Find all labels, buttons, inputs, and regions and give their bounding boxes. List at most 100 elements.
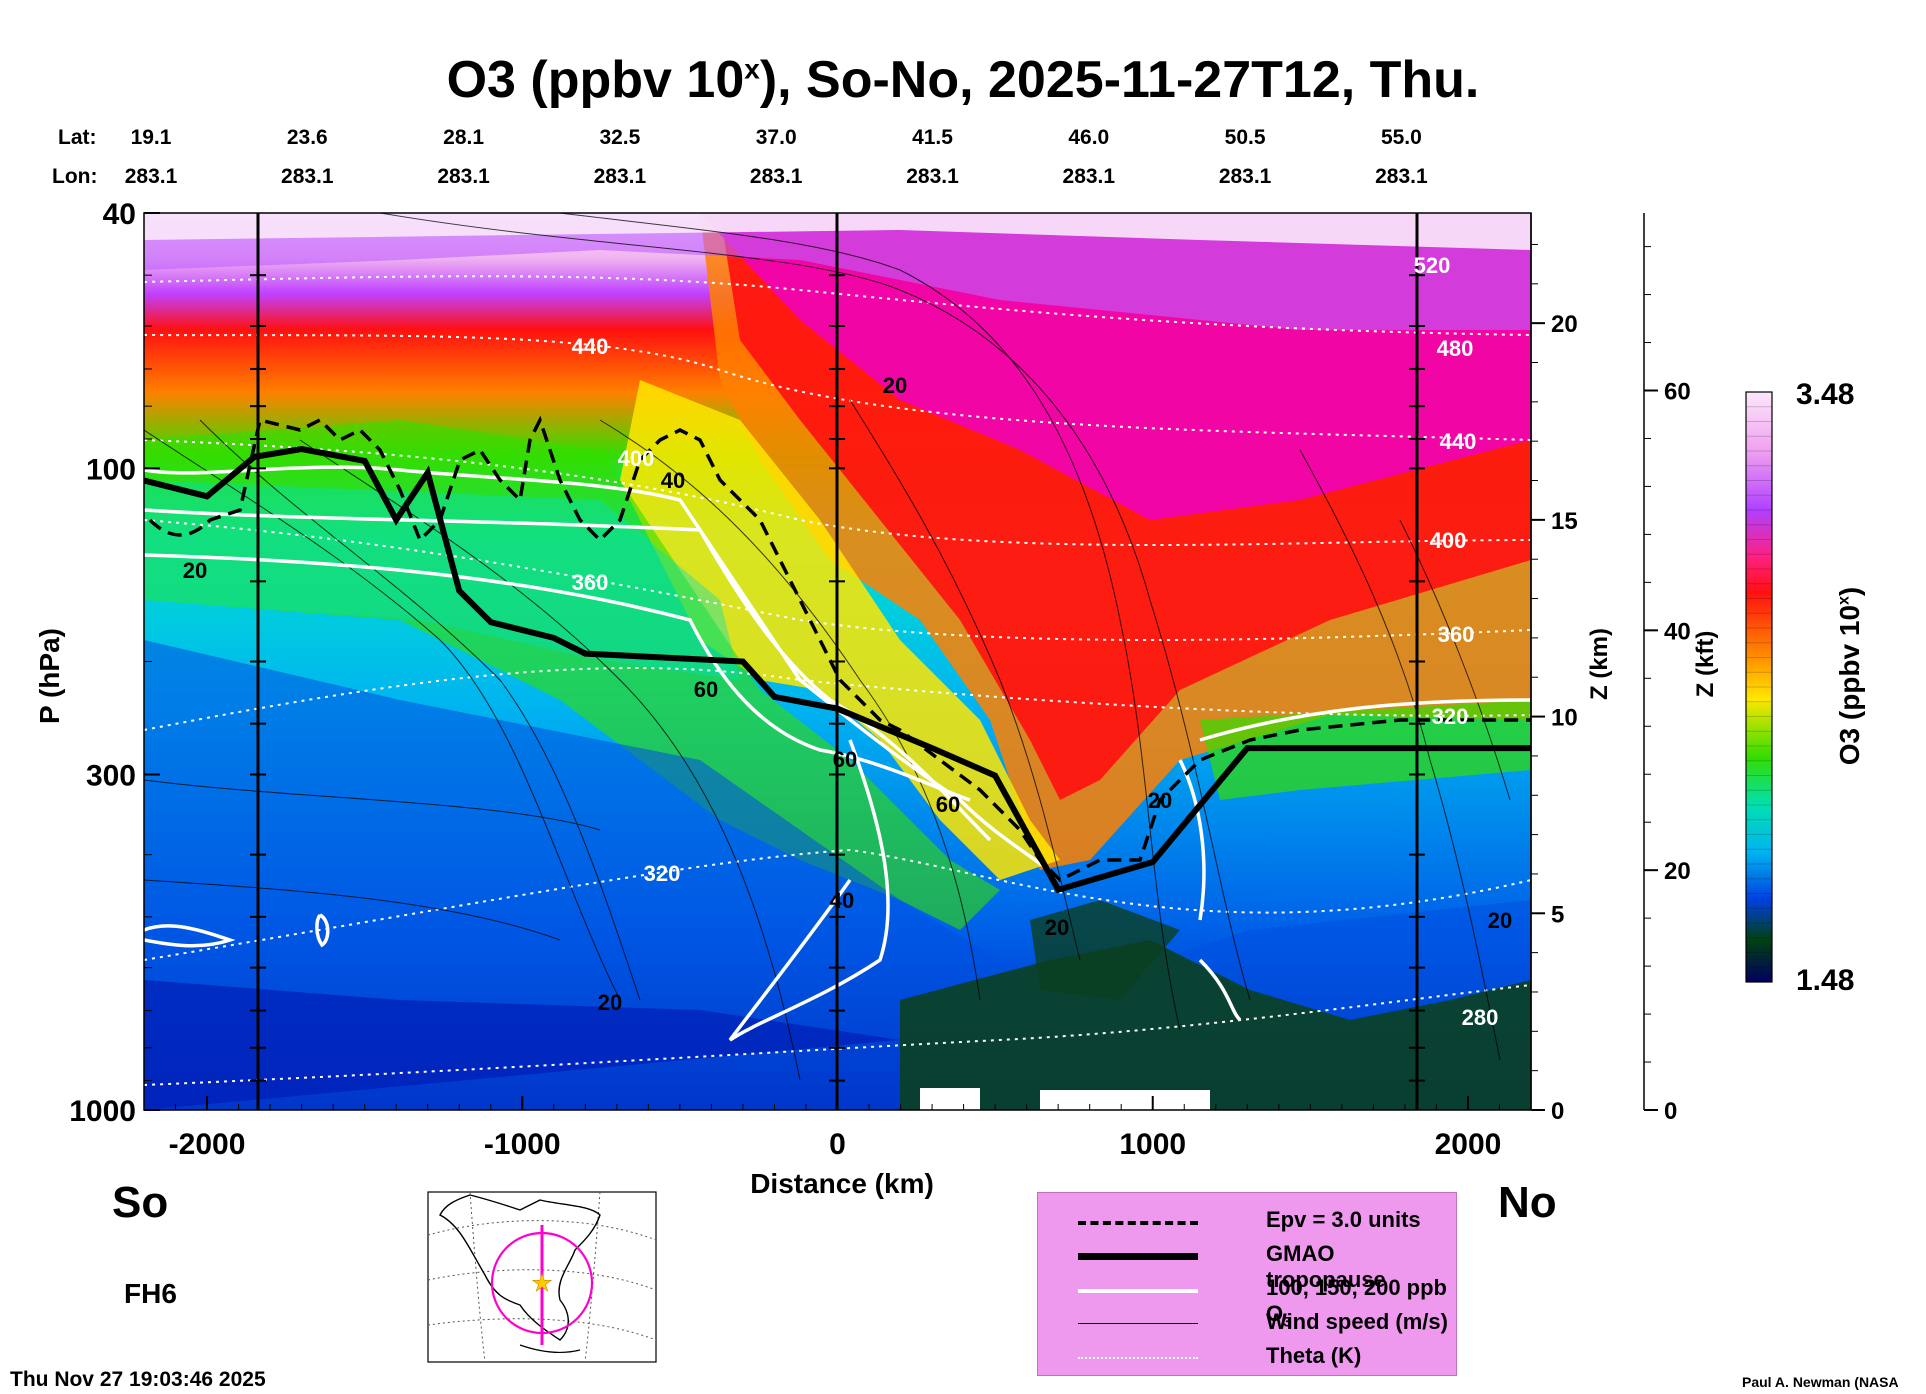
legend-wind-text: Wind speed (m/s)	[1266, 1309, 1448, 1334]
colorbar-min: 1.48	[1796, 964, 1855, 997]
theta-label: 520	[1414, 253, 1451, 278]
lat-value: 32.5	[599, 126, 641, 149]
wind-label: 20	[598, 990, 622, 1015]
p-tick-label: 1000	[69, 1095, 136, 1128]
theta-label: 320	[1432, 704, 1469, 729]
colorbar	[1745, 391, 1773, 983]
legend-wind-swatch	[1078, 1323, 1198, 1324]
credit: Paul A. Newman (NASA	[1742, 1374, 1899, 1390]
north-label: No	[1498, 1178, 1557, 1227]
lat-value: 46.0	[1068, 126, 1110, 149]
legend-ozone-text: 100, 150, 200 ppb O3	[1266, 1275, 1447, 1330]
z-km-tick-label: 10	[1551, 705, 1578, 732]
coastline	[439, 1194, 601, 1341]
x-axis-title: Distance (km)	[750, 1168, 934, 1199]
theta-label: 440	[572, 334, 609, 359]
lat-value: 41.5	[912, 126, 953, 149]
x-tick-label: 0	[829, 1128, 846, 1161]
lon-value: 283.1	[1218, 165, 1272, 188]
z-kft-tick-label: 0	[1664, 1098, 1677, 1125]
z-km-axis: 0 5 10 15 20	[1530, 213, 1578, 1125]
pressure-axis: 40 100 300 1000	[69, 198, 160, 1128]
lon-value: 283.1	[1375, 165, 1428, 188]
z-kft-axis: 0 20 40 60	[1643, 213, 1691, 1125]
lon-value: 283.1	[593, 165, 647, 188]
south-label: So	[112, 1178, 169, 1227]
lat-value: 19.1	[130, 126, 172, 149]
lon-value: 283.1	[1062, 165, 1116, 188]
legend-epv-text: Epv = 3.0 units	[1266, 1207, 1421, 1232]
wind-label: 40	[661, 468, 685, 493]
wind-label: 60	[694, 677, 718, 702]
lon-value: 283.1	[749, 165, 803, 188]
lat-value: 55.0	[1380, 126, 1422, 149]
tropopause-line	[144, 446, 1531, 894]
legend-wind: Wind speed (m/s)	[1078, 1309, 1448, 1337]
p-tick-label: 100	[86, 453, 136, 486]
theta-label: 280	[1462, 1005, 1499, 1030]
p-tick-label: 40	[103, 198, 136, 231]
inset-map: ★	[427, 1191, 657, 1363]
z-km-tick-label: 20	[1551, 311, 1578, 338]
wind-label: 60	[936, 792, 960, 817]
lon-value: 283.1	[124, 165, 178, 188]
legend-ozone: 100, 150, 200 ppb O3	[1078, 1275, 1448, 1329]
ozone-ppb-contours	[144, 465, 1531, 1042]
lon-value: 283.1	[906, 165, 959, 188]
legend-epv: Epv = 3.0 units	[1078, 1207, 1448, 1235]
timestamp: Thu Nov 27 19:03:46 2025	[10, 1368, 266, 1391]
lat-value: 37.0	[755, 126, 797, 149]
legend-theta-swatch	[1078, 1357, 1198, 1359]
lon-value: 283.1	[281, 165, 334, 188]
theta-label: 480	[1437, 336, 1474, 361]
legend-ozone-swatch	[1078, 1289, 1198, 1293]
wind-label: 20	[883, 373, 907, 398]
x-tick-label: 2000	[1435, 1128, 1502, 1161]
z-km-tick-label: 15	[1551, 508, 1578, 535]
theta-label: 400	[1430, 528, 1467, 553]
colorbar-bands	[1746, 406, 1772, 968]
theta-label: 440	[1440, 429, 1477, 454]
colorbar-title: O3 (ppbv 10x)	[1834, 586, 1865, 766]
theta-label: 400	[618, 446, 655, 471]
theta-contours	[144, 275, 1531, 1086]
forecast-hour: FH6	[124, 1278, 177, 1309]
lat-value: 50.5	[1224, 126, 1266, 149]
wind-label: 20	[1488, 908, 1512, 933]
z-kft-tick-label: 40	[1664, 618, 1691, 645]
wind-label: 40	[830, 888, 854, 913]
theta-label: 320	[644, 861, 681, 886]
lon-header-label: Lon:	[52, 165, 98, 188]
ozone-field	[144, 213, 1531, 1110]
theta-label-group: 520 480 440 440 400 400 360 360 320 320 280	[572, 253, 1499, 1030]
legend: Epv = 3.0 units GMAO tropopause 100, 150…	[1037, 1192, 1457, 1376]
lat-value: 23.6	[286, 126, 328, 149]
lat-header-label: Lat:	[58, 126, 97, 149]
x-tick-label: -2000	[169, 1128, 246, 1161]
z-km-tick-label: 0	[1551, 1098, 1564, 1125]
wind-label: 20	[1045, 915, 1069, 940]
wind-label: 20	[1148, 788, 1172, 813]
chart-title: O3 (ppbv 10x), So-No, 2025-11-27T12, Thu…	[446, 51, 1480, 109]
p-tick-label: 300	[86, 759, 136, 792]
z-kft-tick-label: 60	[1664, 379, 1691, 406]
theta-label: 360	[572, 570, 609, 595]
legend-tropopause: GMAO tropopause	[1078, 1241, 1448, 1292]
z-kft-title: Z (kft)	[1692, 630, 1719, 698]
z-kft-tick-label: 20	[1664, 858, 1691, 885]
lat-value: 28.1	[443, 126, 485, 149]
wind-label-group: 20 20 40 60 60 60 40 20 20 20 20	[183, 373, 1512, 1015]
x-axis: -2000 -1000 0 1000 2000	[143, 1096, 1532, 1161]
x-tick-label: 1000	[1119, 1128, 1186, 1161]
legend-theta: Theta (K)	[1078, 1343, 1448, 1371]
legend-tropopause-swatch	[1078, 1253, 1198, 1260]
z-km-title: Z (km)	[1586, 628, 1613, 700]
colorbar-max: 3.48	[1796, 378, 1855, 411]
theta-label: 360	[1438, 622, 1475, 647]
inset-star-icon: ★	[531, 1270, 553, 1297]
lon-value: 283.1	[437, 165, 490, 188]
profile-line-ticks	[250, 274, 1425, 1082]
y-axis-title: P (hPa)	[34, 628, 65, 724]
x-tick-label: -1000	[484, 1128, 561, 1161]
